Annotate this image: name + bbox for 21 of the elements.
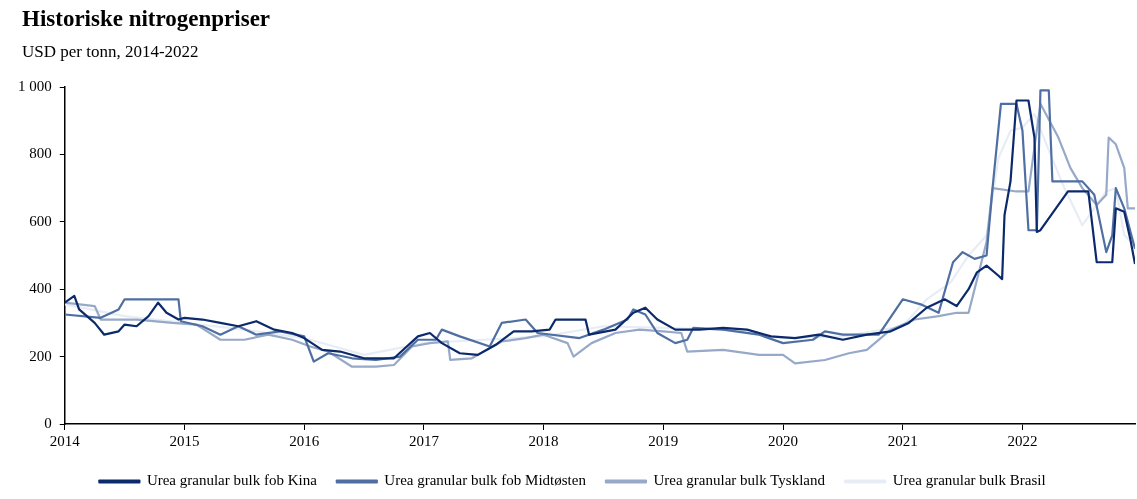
x-tick-label: 2022 — [1007, 432, 1038, 449]
legend-label: Urea granular bulk fob Midtøsten — [384, 472, 587, 489]
x-tick-label: 2015 — [169, 432, 200, 449]
chart-title: Historiske nitrogenpriser — [22, 6, 271, 32]
x-tick-label: 2014 — [49, 432, 81, 449]
chart-subtitle: USD per tonn, 2014-2022 — [22, 42, 199, 62]
x-tick-label: 2016 — [289, 432, 320, 449]
x-tick-label: 2019 — [648, 432, 679, 449]
x-tick-label: 2017 — [408, 432, 440, 449]
x-tick-label: 2020 — [768, 432, 799, 449]
y-tick-label: 0 — [44, 414, 52, 431]
legend-label: Urea granular bulk fob Kina — [146, 472, 318, 489]
legend-label: Urea granular bulk Brasil — [892, 472, 1046, 489]
y-tick-label: 800 — [29, 145, 52, 162]
y-tick-label: 1 000 — [18, 77, 52, 94]
legend-label: Urea granular bulk Tyskland — [653, 472, 826, 489]
y-tick-label: 200 — [29, 347, 52, 364]
x-tick-label: 2021 — [887, 432, 918, 449]
y-tick-label: 400 — [29, 280, 52, 297]
x-tick-label: 2018 — [528, 432, 559, 449]
y-tick-label: 600 — [29, 212, 52, 229]
